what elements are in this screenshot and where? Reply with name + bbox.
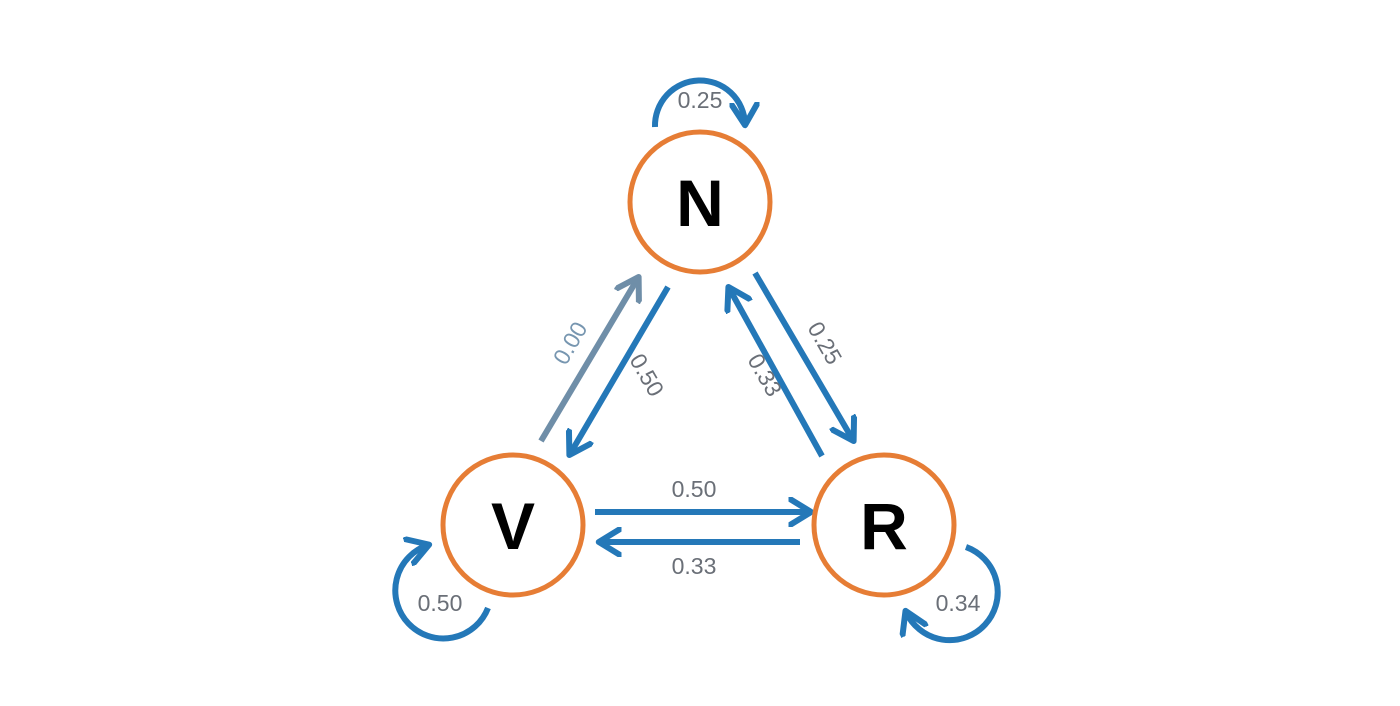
label-v-to-v: 0.50 [418, 590, 463, 616]
node-n-label: N [676, 166, 724, 240]
edge-r-to-r [906, 544, 1001, 644]
edge-v-to-n [538, 278, 638, 443]
edge-n-to-r [752, 271, 853, 440]
edge-n-to-n [651, 77, 745, 127]
node-v-label: V [491, 489, 535, 563]
label-r-to-n: 0.33 [742, 349, 787, 401]
label-n-to-n: 0.25 [678, 87, 723, 113]
label-r-to-v: 0.33 [672, 553, 717, 579]
label-v-to-r: 0.50 [672, 476, 717, 502]
label-n-to-v: 0.50 [624, 349, 669, 401]
edge-v-to-v [392, 545, 491, 642]
node-r: R [811, 452, 957, 598]
node-r-label: R [860, 489, 908, 563]
edge-r-to-n [729, 288, 825, 458]
node-v-circle [440, 452, 586, 598]
node-r-circle [811, 452, 957, 598]
node-n: N [627, 129, 773, 275]
edge-n-to-v [570, 285, 671, 454]
node-v: V [440, 452, 586, 598]
node-n-circle [627, 129, 773, 275]
label-r-to-r: 0.34 [936, 590, 981, 616]
